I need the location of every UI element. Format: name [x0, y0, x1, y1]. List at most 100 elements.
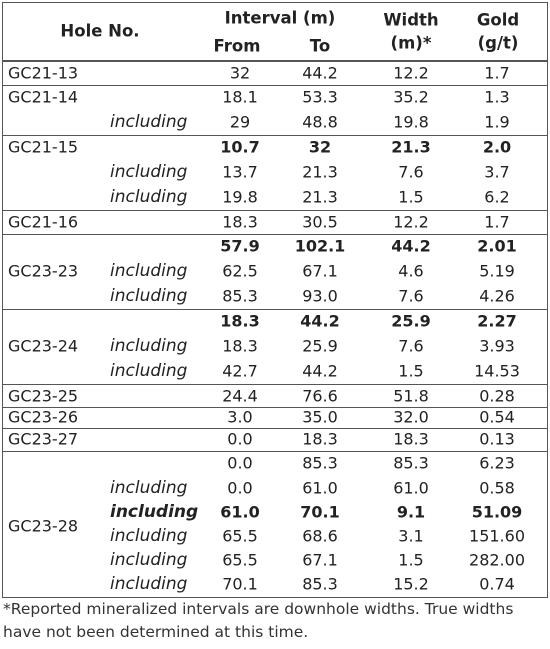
cell-to: 67.1 [302, 550, 338, 570]
cell-gold: 2.27 [477, 311, 517, 331]
cell-to: 53.3 [302, 87, 338, 107]
cell-to: 21.3 [302, 187, 338, 207]
qualifier: including [110, 502, 199, 522]
group-rule [2, 451, 548, 452]
cell-to: 70.1 [300, 502, 340, 522]
cell-width: 1.5 [398, 361, 424, 381]
cell-gold: 1.7 [484, 63, 510, 83]
cell-gold: 6.2 [484, 187, 510, 207]
qualifier: including [110, 187, 188, 207]
cell-to: 61.0 [302, 478, 338, 498]
cell-gold: 3.7 [484, 162, 510, 182]
cell-to: 67.1 [302, 261, 338, 281]
cell-width: 12.2 [393, 63, 429, 83]
qualifier: including [110, 526, 188, 546]
hole-id: GC21-16 [8, 212, 79, 232]
cell-width: 15.2 [393, 574, 429, 594]
cell-gold: 5.19 [479, 261, 515, 281]
qualifier: including [110, 261, 188, 281]
qualifier: including [110, 336, 188, 356]
cell-from: 18.3 [220, 311, 260, 331]
group-rule [2, 384, 548, 385]
hole-id: GC21-15 [8, 137, 79, 157]
cell-gold: 0.13 [479, 429, 515, 449]
header-hole: Hole No. [60, 21, 140, 41]
cell-width: 21.3 [391, 137, 431, 157]
cell-gold: 2.01 [477, 236, 517, 256]
cell-from: 65.5 [222, 550, 258, 570]
cell-gold: 4.26 [479, 286, 515, 306]
cell-from: 42.7 [222, 361, 258, 381]
footnote: *Reported mineralized intervals are down… [3, 600, 514, 641]
cell-to: 30.5 [302, 212, 338, 232]
cell-width: 4.6 [398, 261, 424, 281]
cell-to: 44.2 [302, 63, 338, 83]
hole-id: GC23-28 [8, 516, 79, 535]
hole-id: GC23-26 [8, 407, 79, 427]
cell-to: 32 [308, 137, 332, 157]
cell-from: 32 [229, 63, 251, 83]
cell-width: 1.5 [398, 187, 424, 207]
qualifier: including [110, 574, 188, 594]
cell-from: 65.5 [222, 526, 258, 546]
cell-width: 7.6 [398, 162, 424, 182]
cell-gold: 0.58 [479, 478, 515, 498]
qualifier: including [110, 162, 188, 182]
cell-gold: 151.60 [469, 526, 525, 546]
header-gold-unit: (g/t) [477, 33, 519, 53]
hole-id: GC21-14 [8, 87, 79, 107]
hole-id: GC21-13 [8, 63, 79, 83]
group-rule [2, 407, 548, 408]
header-to: To [309, 36, 331, 56]
group-rule [2, 210, 548, 211]
cell-from: 61.0 [220, 502, 260, 522]
header-rule [2, 60, 548, 62]
cell-from: 19.8 [222, 187, 258, 207]
qualifier: including [110, 550, 188, 570]
group-rule [2, 85, 548, 86]
cell-gold: 1.9 [484, 112, 510, 132]
cell-to: 102.1 [294, 236, 346, 256]
cell-width: 19.8 [393, 112, 429, 132]
hole-id: GC23-25 [8, 386, 79, 406]
qualifier: including [110, 361, 188, 381]
cell-from: 18.3 [222, 212, 258, 232]
qualifier: including [110, 286, 188, 306]
cell-width: 7.6 [398, 336, 424, 356]
cell-width: 25.9 [391, 311, 431, 331]
cell-to: 48.8 [302, 112, 338, 132]
cell-from: 85.3 [222, 286, 258, 306]
hole-id: GC23-24 [8, 336, 79, 356]
cell-gold: 3.93 [479, 336, 515, 356]
table-border [2, 2, 548, 598]
group-rule [2, 234, 548, 235]
cell-from: 0.0 [227, 478, 253, 498]
cell-from: 18.3 [222, 336, 258, 356]
cell-from: 62.5 [222, 261, 258, 281]
cell-width: 32.0 [393, 407, 429, 427]
cell-to: 68.6 [302, 526, 338, 546]
cell-to: 18.3 [302, 429, 338, 449]
cell-from: 0.0 [227, 429, 253, 449]
cell-gold: 14.53 [474, 361, 520, 381]
hole-id: GC23-27 [8, 429, 79, 449]
cell-width: 1.5 [398, 550, 424, 570]
cell-width: 85.3 [393, 453, 429, 473]
cell-to: 85.3 [302, 574, 338, 594]
cell-gold: 282.00 [469, 550, 525, 570]
cell-to: 35.0 [302, 407, 338, 427]
header-interval: Interval (m) [224, 8, 336, 28]
qualifier: including [110, 112, 188, 132]
header-width-unit: (m)* [390, 33, 432, 53]
cell-to: 44.2 [302, 361, 338, 381]
cell-gold: 1.7 [484, 212, 510, 232]
cell-width: 12.2 [393, 212, 429, 232]
cell-gold: 0.74 [479, 574, 515, 594]
cell-from: 24.4 [222, 386, 258, 406]
hole-id: GC23-23 [8, 261, 79, 281]
cell-width: 51.8 [393, 386, 429, 406]
group-rule [2, 135, 548, 136]
cell-width: 3.1 [398, 526, 424, 546]
cell-from: 29 [229, 112, 251, 132]
cell-width: 18.3 [393, 429, 429, 449]
